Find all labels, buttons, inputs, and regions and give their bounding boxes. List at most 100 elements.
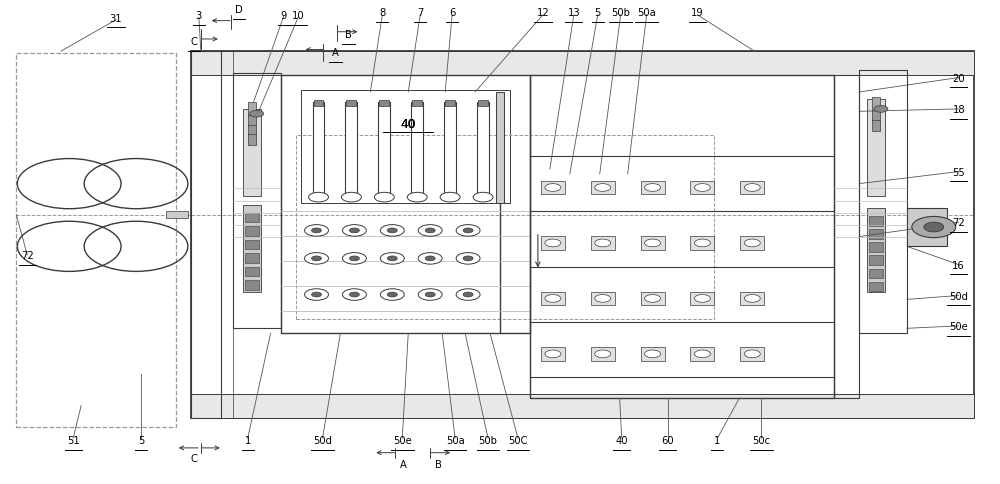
- Bar: [641, 348, 665, 361]
- Text: 50a: 50a: [637, 8, 656, 18]
- Text: C: C: [190, 453, 197, 463]
- Bar: [245, 254, 259, 263]
- Bar: [869, 269, 883, 278]
- Circle shape: [744, 240, 760, 247]
- Text: D: D: [235, 5, 243, 15]
- Bar: [248, 135, 256, 146]
- Text: 72: 72: [21, 251, 34, 260]
- Bar: [191, 52, 974, 418]
- Text: 50C: 50C: [508, 435, 528, 445]
- Circle shape: [425, 228, 435, 233]
- Bar: [478, 101, 488, 106]
- Circle shape: [924, 223, 944, 232]
- Text: 5: 5: [138, 435, 144, 445]
- Circle shape: [694, 295, 710, 302]
- Circle shape: [349, 228, 359, 233]
- Bar: [191, 52, 221, 418]
- Bar: [245, 281, 259, 290]
- Bar: [867, 208, 885, 292]
- Bar: [907, 208, 947, 247]
- Circle shape: [342, 253, 366, 265]
- Circle shape: [309, 193, 328, 202]
- Bar: [16, 54, 176, 427]
- Bar: [245, 213, 259, 223]
- Bar: [301, 91, 510, 203]
- Circle shape: [374, 193, 394, 202]
- Circle shape: [305, 225, 328, 237]
- Bar: [248, 116, 256, 126]
- Circle shape: [912, 217, 956, 238]
- Bar: [872, 111, 880, 121]
- Text: 50b: 50b: [611, 8, 630, 18]
- Circle shape: [312, 292, 321, 297]
- Bar: [869, 217, 883, 226]
- Text: 5: 5: [595, 8, 601, 18]
- Bar: [872, 98, 880, 112]
- Bar: [641, 237, 665, 250]
- Bar: [867, 100, 885, 197]
- Bar: [378, 103, 390, 194]
- Circle shape: [349, 292, 359, 297]
- Text: 50d: 50d: [313, 435, 332, 445]
- Circle shape: [694, 184, 710, 192]
- Bar: [296, 136, 714, 319]
- Circle shape: [305, 253, 328, 265]
- Bar: [869, 243, 883, 252]
- Bar: [834, 76, 859, 398]
- Circle shape: [250, 111, 264, 118]
- Circle shape: [456, 253, 480, 265]
- Bar: [248, 125, 256, 136]
- Bar: [869, 282, 883, 291]
- Bar: [690, 182, 714, 195]
- Bar: [248, 103, 256, 117]
- Bar: [314, 101, 323, 106]
- Circle shape: [744, 295, 760, 302]
- Text: 50e: 50e: [393, 435, 412, 445]
- Bar: [245, 267, 259, 277]
- Text: 13: 13: [567, 8, 580, 18]
- Text: 40: 40: [400, 118, 416, 131]
- Circle shape: [312, 257, 321, 261]
- Bar: [233, 74, 281, 329]
- Circle shape: [380, 289, 404, 301]
- Circle shape: [312, 228, 321, 233]
- Circle shape: [305, 289, 328, 301]
- Bar: [477, 103, 489, 194]
- Text: 50c: 50c: [752, 435, 770, 445]
- Bar: [591, 237, 615, 250]
- Bar: [379, 101, 389, 106]
- Text: 16: 16: [952, 260, 965, 270]
- Bar: [445, 101, 455, 106]
- Bar: [243, 110, 261, 197]
- Circle shape: [425, 292, 435, 297]
- Bar: [313, 103, 324, 194]
- Text: 50a: 50a: [446, 435, 464, 445]
- Text: 50d: 50d: [949, 291, 968, 301]
- Text: 3: 3: [196, 11, 202, 21]
- Circle shape: [545, 240, 561, 247]
- Text: 31: 31: [110, 14, 122, 24]
- Circle shape: [545, 184, 561, 192]
- Circle shape: [387, 228, 397, 233]
- Circle shape: [342, 289, 366, 301]
- Circle shape: [463, 257, 473, 261]
- Text: 9: 9: [280, 11, 287, 21]
- Text: 1: 1: [714, 435, 721, 445]
- Circle shape: [645, 184, 661, 192]
- Circle shape: [425, 257, 435, 261]
- Bar: [740, 348, 764, 361]
- Circle shape: [456, 225, 480, 237]
- Circle shape: [341, 193, 361, 202]
- Text: 72: 72: [952, 218, 965, 228]
- Bar: [591, 182, 615, 195]
- Circle shape: [595, 184, 611, 192]
- Bar: [281, 76, 530, 333]
- Circle shape: [595, 295, 611, 302]
- Circle shape: [380, 253, 404, 265]
- Bar: [345, 103, 357, 194]
- Bar: [541, 182, 565, 195]
- Circle shape: [463, 228, 473, 233]
- Circle shape: [645, 295, 661, 302]
- Text: 20: 20: [952, 74, 965, 83]
- Text: C: C: [190, 37, 197, 47]
